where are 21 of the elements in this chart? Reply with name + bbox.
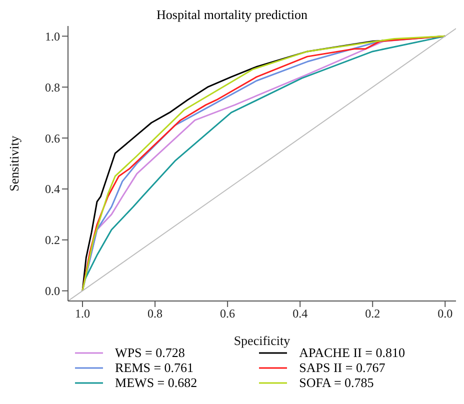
- chart-title: Hospital mortality prediction: [156, 7, 308, 22]
- legend-label: WPS = 0.728: [115, 344, 185, 360]
- x-tick-label: 0.2: [365, 306, 380, 321]
- legend-label: APACHE II = 0.810: [299, 344, 405, 360]
- x-tick-label: 0.8: [148, 306, 163, 321]
- legend-label: SOFA = 0.785: [299, 374, 374, 390]
- y-tick-label: 0.4: [45, 182, 60, 196]
- y-axis-title: Sensitivity: [6, 135, 22, 192]
- legend-label: REMS = 0.761: [115, 360, 194, 376]
- x-tick-label: 0.4: [292, 306, 308, 321]
- legend-label: MEWS = 0.682: [115, 374, 198, 390]
- y-tick-label: 0.8: [45, 80, 60, 94]
- x-axis-title: Specificity: [234, 333, 291, 348]
- y-tick-label: 0.0: [45, 284, 60, 298]
- y-tick-label: 0.2: [45, 233, 60, 248]
- x-tick-label: 1.0: [75, 306, 90, 321]
- y-tick-label: 1.0: [45, 29, 60, 44]
- y-tick-label: 0.6: [45, 131, 60, 146]
- x-tick-label: 0.0: [438, 306, 453, 321]
- legend-label: SAPS II = 0.767: [299, 360, 386, 376]
- x-tick-label: 0.6: [220, 306, 236, 321]
